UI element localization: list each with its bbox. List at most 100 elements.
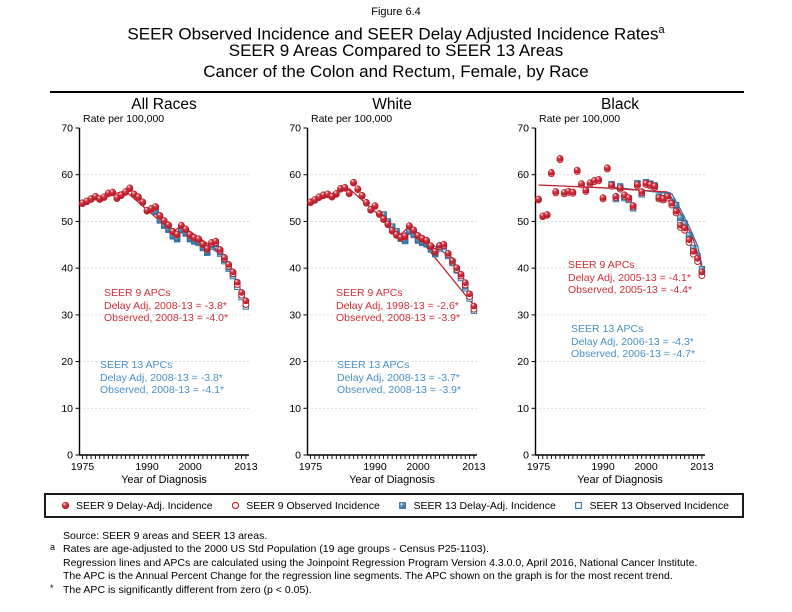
footnote-marker — [50, 568, 63, 581]
svg-text:0: 0 — [295, 450, 301, 462]
svg-text:70: 70 — [61, 123, 73, 135]
legend-item-seer9-observed: SEER 9 Observed Incidence — [229, 499, 380, 512]
chart-canvas-black: 0 10 20 30 40 50 60 70 1975 1990 2000 2013 — [517, 123, 714, 473]
seer13-observed-marker-icon — [575, 502, 583, 509]
svg-text:2013: 2013 — [234, 461, 258, 473]
y-axis-label-white: Rate per 100,000 — [311, 113, 393, 125]
seer13-apc-annotation-white: SEER 13 APCs Delay Adj, 2008-13 = -3.7* … — [337, 359, 461, 397]
legend-label: SEER 13 Delay-Adj. Incidence — [413, 499, 556, 512]
svg-text:1975: 1975 — [527, 461, 551, 473]
panel-white: White Rate per 100,000 0 10 20 30 40 50 60 70 19… — [273, 95, 523, 505]
seer13-apc-annotation-all-races: SEER 13 APCs Delay Adj, 2008-13 = -3.8* … — [100, 359, 224, 397]
seer9-apc-delay: Delay Adj, 2005-13 = -4.1* — [568, 271, 691, 284]
svg-text:60: 60 — [289, 169, 301, 181]
footnotes: Source: SEER 9 areas and SEER 13 areas. … — [50, 530, 770, 597]
svg-text:1990: 1990 — [591, 461, 615, 473]
panel-title-white: White — [372, 96, 412, 113]
svg-text:20: 20 — [61, 356, 73, 368]
footnote-significance: * The APC is significantly different fro… — [50, 582, 770, 597]
seer9-apc-observed: Observed, 2005-13 = -4.4* — [568, 284, 693, 296]
svg-text:1990: 1990 — [135, 461, 159, 473]
seer13-apc-observed: Observed, 2008-13 = -3.9* — [337, 384, 462, 396]
svg-text:50: 50 — [61, 216, 73, 228]
x-axis-label-white: Year of Diagnosis — [349, 474, 435, 486]
footnote-joinpoint: Regression lines and APCs are calculated… — [50, 557, 770, 570]
svg-text:40: 40 — [517, 263, 529, 275]
footnote-text: The APC is significantly different from … — [63, 583, 312, 596]
legend-item-seer13-observed: SEER 13 Observed Incidence — [572, 499, 729, 512]
seer13-delay-marker-icon — [399, 502, 407, 509]
seer9-apc-delay: Delay Adj, 1998-13 = -2.6* — [336, 299, 459, 312]
svg-text:2013: 2013 — [690, 461, 714, 473]
footnote-marker: * — [50, 582, 54, 593]
footnote-text: Rates are age-adjusted to the 2000 US St… — [63, 543, 489, 556]
seer13-apc-delay: Delay Adj, 2006-13 = -4.3* — [571, 335, 694, 348]
seer9-apc-annotation-all-races: SEER 9 APCs Delay Adj, 2008-13 = -3.8* O… — [104, 287, 228, 325]
seer13-apc-delay: Delay Adj, 2008-13 = -3.8* — [100, 371, 223, 384]
seer13-apc-annotation-black: SEER 13 APCs Delay Adj, 2006-13 = -4.3* … — [571, 323, 695, 361]
seer13-apc-observed: Observed, 2008-13 = -4.1* — [100, 384, 225, 396]
seer9-apc-title: SEER 9 APCs — [568, 259, 635, 271]
svg-text:30: 30 — [61, 309, 73, 321]
figure-label: Figure 6.4 — [371, 6, 421, 18]
footnote-a: a Rates are age-adjusted to the 2000 US … — [50, 542, 770, 556]
svg-text:2000: 2000 — [634, 461, 658, 473]
chart-canvas-all-races: 0 10 20 30 40 50 60 70 1975 1990 2000 2013 — [61, 123, 258, 473]
panel-title-all-races: All Races — [131, 96, 197, 113]
seer13-apc-title: SEER 13 APCs — [571, 323, 644, 335]
footnote-marker — [50, 528, 63, 541]
seer13-apc-delay: Delay Adj, 2008-13 = -3.7* — [337, 371, 460, 384]
x-axis-label-all-races: Year of Diagnosis — [121, 474, 207, 486]
seer9-observed-marker-icon — [232, 501, 240, 510]
seer13-apc-title: SEER 13 APCs — [100, 359, 173, 371]
svg-text:0: 0 — [67, 450, 73, 462]
svg-text:1990: 1990 — [363, 461, 387, 473]
legend-label: SEER 9 Delay-Adj. Incidence — [76, 499, 213, 512]
seer9-delay-marker-icon — [61, 501, 70, 510]
seer13-apc-title: SEER 13 APCs — [337, 359, 410, 371]
panel-black: Black Rate per 100,000 0 10 20 30 40 50 60 70 19… — [501, 95, 751, 505]
header-divider — [50, 91, 744, 93]
seer9-apc-title: SEER 9 APCs — [104, 287, 171, 299]
legend-label: SEER 9 Observed Incidence — [246, 499, 380, 512]
svg-text:70: 70 — [517, 123, 529, 135]
seer9-apc-observed: Observed, 2008-13 = -4.0* — [104, 312, 229, 324]
svg-text:2013: 2013 — [462, 461, 486, 473]
footnote-text: Regression lines and APCs are calculated… — [63, 556, 698, 569]
footnote-marker: a — [50, 542, 56, 553]
chart-title-line3: Cancer of the Colon and Rectum, Female, … — [203, 62, 589, 81]
legend: SEER 9 Delay-Adj. Incidence SEER 9 Obser… — [44, 493, 744, 518]
title-footnote-marker: a — [658, 24, 665, 36]
chart-title-line1: SEER Observed Incidence and SEER Delay A… — [0, 20, 792, 45]
seer9-apc-observed: Observed, 2008-13 = -3.9* — [336, 312, 461, 324]
seer9-apc-title: SEER 9 APCs — [336, 287, 403, 299]
legend-label: SEER 13 Observed Incidence — [589, 499, 729, 512]
svg-text:60: 60 — [61, 169, 73, 181]
legend-item-seer13-delay: SEER 13 Delay-Adj. Incidence — [396, 499, 556, 512]
svg-text:1975: 1975 — [299, 461, 323, 473]
legend-item-seer9-delay: SEER 9 Delay-Adj. Incidence — [59, 499, 213, 512]
svg-text:1975: 1975 — [71, 461, 95, 473]
seer9-apc-annotation-black: SEER 9 APCs Delay Adj, 2005-13 = -4.1* O… — [568, 259, 692, 297]
svg-text:30: 30 — [517, 309, 529, 321]
y-axis-label-all-races: Rate per 100,000 — [83, 113, 165, 125]
svg-text:40: 40 — [289, 263, 301, 275]
svg-text:50: 50 — [517, 216, 529, 228]
svg-text:10: 10 — [517, 403, 529, 415]
footnote-apc-definition: The APC is the Annual Percent Change for… — [50, 570, 770, 583]
y-axis-label-black: Rate per 100,000 — [539, 113, 621, 125]
x-axis-label-black: Year of Diagnosis — [577, 474, 663, 486]
svg-text:0: 0 — [523, 450, 529, 462]
footnote-text: The APC is the Annual Percent Change for… — [63, 570, 673, 583]
panel-all-races: All Races Rate per 100,000 0 10 20 30 40 50 60… — [45, 95, 295, 505]
seer9-apc-annotation-white: SEER 9 APCs Delay Adj, 1998-13 = -2.6* O… — [336, 287, 460, 325]
seer9-apc-delay: Delay Adj, 2008-13 = -3.8* — [104, 299, 227, 312]
chart-title-line2: SEER 9 Areas Compared to SEER 13 Areas — [228, 41, 564, 60]
panel-title-black: Black — [601, 96, 639, 113]
chart-title-line1-text: SEER Observed Incidence and SEER Delay A… — [127, 24, 659, 44]
svg-text:40: 40 — [61, 263, 73, 275]
svg-text:20: 20 — [517, 356, 529, 368]
svg-text:70: 70 — [289, 123, 301, 135]
svg-text:60: 60 — [517, 169, 529, 181]
svg-text:50: 50 — [289, 216, 301, 228]
